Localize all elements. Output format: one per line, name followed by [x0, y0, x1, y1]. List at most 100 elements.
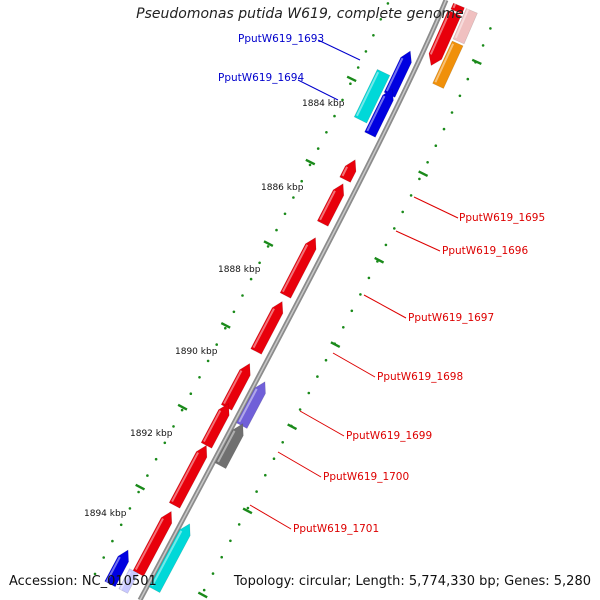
gene-shine[interactable] [452, 3, 457, 9]
gene-shine[interactable] [203, 410, 222, 443]
gene-shine[interactable] [341, 166, 348, 177]
gene-feature[interactable] [450, 2, 465, 15]
ruler-dot [154, 457, 158, 461]
ruler-dot [442, 127, 446, 131]
gene-features [104, 2, 478, 594]
gene-pputw619-1698[interactable] [250, 300, 284, 355]
gene-shine[interactable] [238, 388, 258, 423]
gene-shine[interactable] [134, 518, 164, 571]
gene-shine[interactable] [385, 57, 404, 92]
gene-pputw619-1696[interactable] [316, 183, 345, 227]
ruler-dot [300, 179, 304, 183]
leader-line [249, 504, 292, 530]
ruler-dot [266, 245, 270, 248]
gene-feature[interactable] [428, 10, 462, 66]
ruler-dot [172, 425, 175, 428]
ruler-dot [102, 556, 105, 559]
gene-feature[interactable] [432, 40, 464, 89]
ruler-major-tick [418, 170, 429, 177]
ruler-dot [224, 326, 227, 330]
genome-backbone [137, 0, 449, 600]
ruler-label: 1890 kbp [175, 347, 218, 357]
gene-shine[interactable] [319, 190, 336, 221]
gene-shine[interactable] [454, 8, 470, 39]
gene-shine[interactable] [366, 95, 386, 132]
gene-shine[interactable] [223, 370, 243, 405]
gene-label[interactable]: PputW619_1693 [238, 33, 324, 45]
ruler-dot [298, 408, 302, 411]
ruler-label: 1894 kbp [84, 509, 127, 519]
gene-shine[interactable] [171, 452, 199, 503]
ruler-dot [272, 457, 276, 461]
genome-backbone-highlight [139, 0, 447, 600]
leader-line [297, 79, 339, 101]
gene-feature[interactable] [104, 549, 129, 588]
leader-line [363, 294, 407, 319]
ruler-major-tick [177, 403, 188, 411]
ruler-dot [409, 194, 413, 197]
ruler-dot [316, 375, 319, 378]
ruler-dot [241, 294, 244, 297]
ruler-dot [281, 441, 285, 444]
ruler-major-tick [287, 423, 298, 431]
ruler-dot [249, 277, 253, 281]
ruler-dot [379, 18, 383, 21]
ruler-dot [325, 131, 328, 134]
ruler-dot [401, 210, 405, 214]
gene-feature[interactable] [118, 568, 139, 594]
gene-shine[interactable] [119, 571, 132, 591]
ruler-dot [163, 441, 167, 445]
gene-pputw619-1700[interactable] [214, 423, 244, 470]
gene-label[interactable]: PputW619_1694 [218, 72, 304, 84]
gene-feature[interactable] [148, 523, 191, 594]
ruler-dot [255, 490, 258, 493]
gene-feature[interactable] [353, 69, 391, 124]
gene-label[interactable]: PputW619_1701 [293, 523, 379, 535]
gene-pputw619-1695[interactable] [339, 159, 357, 183]
gene-pputw619-1697[interactable] [279, 237, 317, 299]
gene-label[interactable]: PputW619_1695 [459, 212, 545, 224]
ruler-dot [458, 94, 462, 98]
ruler-dot [275, 228, 278, 232]
gene-shine[interactable] [105, 556, 121, 583]
ruler-dot [202, 588, 206, 592]
ruler-major-tick [346, 75, 357, 83]
gene-shine[interactable] [356, 71, 380, 117]
ruler-dot [292, 196, 295, 199]
ruler-label: 1888 kbp [218, 265, 261, 275]
ruler-major-tick [220, 321, 231, 329]
ruler-dot [341, 98, 344, 102]
gene-shine[interactable] [434, 43, 455, 83]
ruler-dot [356, 66, 360, 69]
ruler-dot [324, 358, 328, 362]
ruler-label: 1892 kbp [130, 429, 173, 439]
ruler-dot [229, 539, 232, 543]
gene-label[interactable]: PputW619_1699 [346, 430, 432, 442]
gene-label[interactable]: PputW619_1698 [377, 371, 463, 383]
ruler-dot [359, 293, 362, 296]
ruler-dot [307, 391, 311, 395]
ruler-dot [211, 572, 215, 575]
gene-shine[interactable] [281, 244, 309, 293]
topology-text: Topology: circular; Length: 5,774,330 bp… [233, 574, 591, 589]
gene-feature[interactable] [168, 444, 208, 509]
gene-label[interactable]: PputW619_1697 [408, 312, 494, 324]
gene-shine[interactable] [217, 430, 236, 463]
gene-label[interactable]: PputW619_1700 [323, 471, 409, 483]
ruler-dot [119, 523, 123, 527]
ruler-dot [342, 326, 345, 329]
gene-shine[interactable] [151, 530, 183, 587]
gene-label[interactable]: PputW619_1696 [442, 245, 528, 257]
ruler-dot [367, 276, 371, 280]
gene-pputw619-1694[interactable] [364, 88, 394, 138]
ruler-dot [350, 309, 354, 313]
ruler-dot [283, 212, 287, 216]
ruler-label: 1886 kbp [261, 183, 304, 193]
gene-shine[interactable] [429, 12, 451, 55]
ruler-dot [450, 111, 454, 114]
gene-shine[interactable] [252, 308, 275, 349]
label-leader-lines [249, 39, 459, 530]
ruler-dot [237, 523, 241, 526]
gene-feature[interactable] [452, 8, 478, 45]
